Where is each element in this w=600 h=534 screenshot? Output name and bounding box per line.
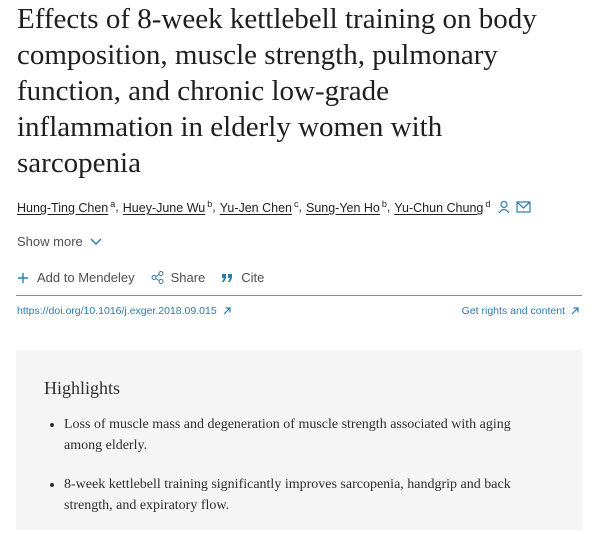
highlights-box: Highlights Loss of muscle mass and degen…	[16, 350, 582, 530]
author-name[interactable]: Yu-Jen Chen	[219, 201, 292, 216]
external-icon	[571, 307, 579, 315]
divider	[16, 295, 582, 296]
share-label[interactable]: Share	[170, 270, 206, 285]
article-page: {"article": { "title_lines": ["Effects o…	[0, 0, 600, 517]
author-separator: ,	[115, 200, 119, 215]
title-line: function, and chronic low-grade	[17, 75, 390, 107]
author-separator: ,	[298, 200, 302, 215]
show-more[interactable]: Show more	[17, 234, 103, 249]
affiliation-mark: b	[207, 199, 213, 209]
rights-text[interactable]: Get rights and content	[461, 305, 565, 317]
doi-text[interactable]: https://doi.org/10.1016/j.exger.2018.09.…	[17, 305, 217, 317]
show-more-label[interactable]: Show more	[17, 234, 83, 249]
author-icons[interactable]	[498, 200, 532, 214]
title-line: inflammation in elderly women with	[17, 111, 443, 143]
author[interactable]: Huey-June Wu b	[123, 199, 212, 215]
affiliation-mark: a	[110, 199, 116, 209]
chevron-icon	[90, 238, 102, 245]
author-separator: ,	[212, 200, 216, 215]
toolbar: Add to Mendeley Share Cite	[17, 270, 280, 285]
author[interactable]: Yu-Chun Chung d	[394, 199, 490, 215]
plus-icon	[18, 272, 28, 283]
doi-link[interactable]: https://doi.org/10.1016/j.exger.2018.09.…	[17, 305, 232, 317]
affiliation-mark: b	[381, 199, 387, 209]
author-name[interactable]: Sung-Yen Ho	[305, 201, 380, 216]
mendeley-button[interactable]: Add to Mendeley	[17, 270, 135, 285]
highlights-list: Loss of muscle mass and degeneration of …	[44, 414, 544, 534]
article-title: Effects of 8-week kettlebell training on…	[17, 1, 537, 181]
rights-link[interactable]: Get rights and content	[462, 305, 580, 317]
highlights-heading: Highlights	[44, 378, 121, 398]
cite-label[interactable]: Cite	[241, 270, 265, 285]
cite-button[interactable]: Cite	[221, 270, 264, 285]
share-icon	[151, 271, 164, 284]
author-list: Hung-Ting Chen a, Huey-June Wu b, Yu-Jen Che…	[17, 199, 532, 215]
title-line: sarcopenia	[17, 147, 141, 179]
share-button[interactable]: Share	[151, 270, 206, 285]
affiliation-mark: c	[294, 199, 299, 209]
title-line: Effects of 8-week kettlebell training on…	[17, 3, 537, 35]
author-separator: ,	[386, 200, 391, 215]
affiliation-mark: d	[485, 199, 491, 209]
author[interactable]: Yu-Jen Chen c	[220, 199, 299, 215]
author[interactable]: Sung-Yen Ho b	[306, 199, 387, 215]
page: html, body { margin: 0; padding: 0; } bo…	[0, 0, 600, 517]
author-name[interactable]: Hung-Ting Chen	[17, 201, 109, 216]
title-line: composition, muscle strength, pulmonary	[17, 39, 498, 71]
author-name[interactable]: Huey-June Wu	[122, 201, 206, 216]
mendeley-label[interactable]: Add to Mendeley	[37, 270, 135, 285]
external-icon	[223, 307, 231, 315]
author-name[interactable]: Yu-Chun Chung	[394, 201, 484, 216]
highlight-item: Loss of muscle mass and degeneration of …	[64, 414, 544, 456]
quote-icon	[222, 273, 233, 282]
highlight-item: 8-week kettlebell training significantly…	[64, 474, 544, 516]
author[interactable]: Hung-Ting Chen a	[17, 199, 115, 215]
